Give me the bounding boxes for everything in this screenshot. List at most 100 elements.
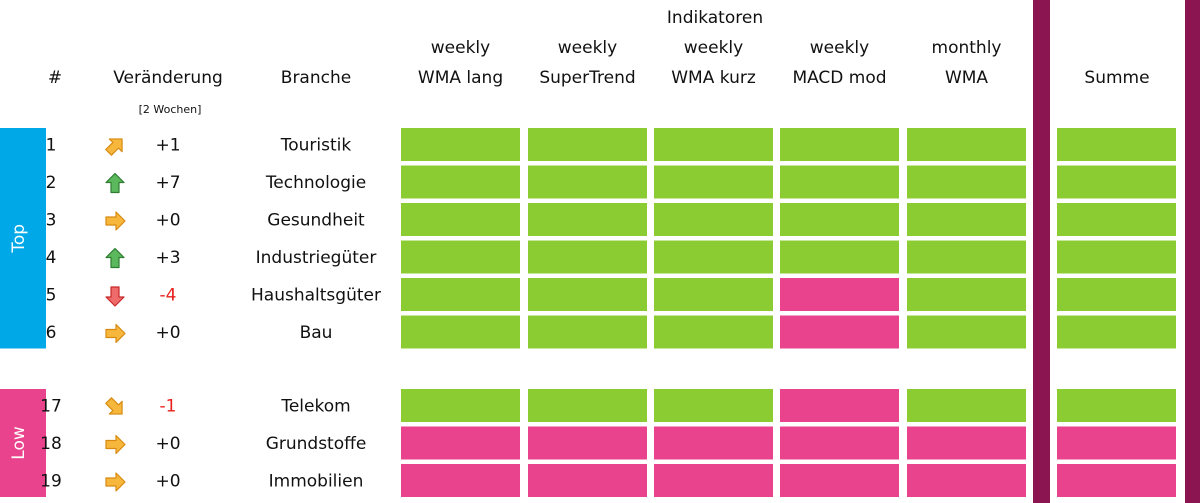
arrow-icon [101,131,130,160]
arrow-icon [105,286,125,307]
indicator-cell [907,464,1026,497]
indicator-cell [654,165,773,199]
rank: 5 [46,286,57,306]
indicator-cell [907,128,1026,161]
arrow-icon [105,211,126,231]
arrow-icon [101,393,130,422]
indicator-cell [780,165,899,199]
indicator-cell [780,203,899,236]
indicator-cell [528,278,647,311]
change: +0 [155,434,180,454]
sum-cell [1057,426,1176,460]
indicator-cell [401,278,520,311]
header-indicator: WMA kurz [671,68,756,88]
header-indicator: WMA [945,68,988,88]
header-indicator: weekly [810,38,869,58]
trend-arrows [101,131,130,492]
change: -1 [160,397,177,417]
indicator-cell [907,240,1026,274]
indicator-cell [654,240,773,274]
divider-bar [1033,0,1050,503]
header-indicator: monthly [932,38,1002,58]
sector: Technologie [265,173,366,193]
divider-bar [1185,0,1200,503]
header-indicator: SuperTrend [539,68,635,88]
rank: 2 [46,173,57,193]
indicator-cell [907,203,1026,236]
header-indicator: MACD mod [792,68,886,88]
header-indicator: weekly [431,38,490,58]
group-label: Top [9,224,29,254]
arrow-icon [105,172,125,194]
indicator-cell [528,464,647,497]
indicator-cell [401,464,520,497]
change: +1 [155,136,180,156]
sum-cell [1057,165,1176,199]
sum-cell [1057,315,1176,349]
indicator-cell [780,240,899,274]
indicator-cell [401,128,520,161]
sector: Industriegüter [256,248,377,268]
indicator-cell [780,278,899,311]
indicator-cell [654,426,773,460]
header-indicator: weekly [684,38,743,58]
rank: 19 [40,472,62,492]
header-sum: Summe [1084,68,1149,88]
group-label: Low [9,426,29,460]
rank: 17 [40,397,62,417]
sum-cell [1057,278,1176,311]
group-band [0,128,46,349]
group-band [0,389,46,497]
indicator-cell [654,128,773,161]
change: +0 [155,323,180,343]
change: +0 [155,211,180,231]
indicator-cell [401,389,520,422]
sector: Touristik [280,136,352,156]
arrow-icon [105,472,126,492]
header-indicator: WMA lang [418,68,503,88]
indicator-cell [528,165,647,199]
sum-cell [1057,389,1176,422]
change: +7 [155,173,180,193]
rank: 1 [46,136,57,156]
indicator-cell [528,240,647,274]
header-rank: # [48,68,62,88]
arrow-icon [105,434,126,455]
indicator-cell [907,278,1026,311]
indicator-cell [528,426,647,460]
sector: Bau [300,323,333,343]
sector: Telekom [280,397,350,417]
indicator-cell [780,464,899,497]
rank: 6 [46,323,57,343]
rank: 18 [40,434,62,454]
indicator-cell [780,128,899,161]
indicator-cell [401,426,520,460]
arrow-icon [105,247,125,269]
indicator-cell [401,165,520,199]
indicator-cell [907,315,1026,349]
header-sector: Branche [281,68,351,88]
indicator-cell [528,389,647,422]
sum-cell [1057,240,1176,274]
rank: 3 [46,211,57,231]
change: +3 [155,248,180,268]
indicator-cell [654,315,773,349]
indicator-cell [654,389,773,422]
indicator-cell [528,128,647,161]
indicator-cell [780,389,899,422]
indicator-cell [780,315,899,349]
indicator-cell [907,389,1026,422]
sector: Grundstoffe [266,434,367,454]
indicator-cell [401,240,520,274]
indicator-cell [528,315,647,349]
sector: Gesundheit [267,211,365,231]
sum-cell [1057,464,1176,497]
indicator-cell [780,426,899,460]
indicator-cell [654,464,773,497]
sum-cell [1057,128,1176,161]
indicator-cell [907,165,1026,199]
indicator-cell [654,203,773,236]
sector: Haushaltsgüter [251,286,381,306]
